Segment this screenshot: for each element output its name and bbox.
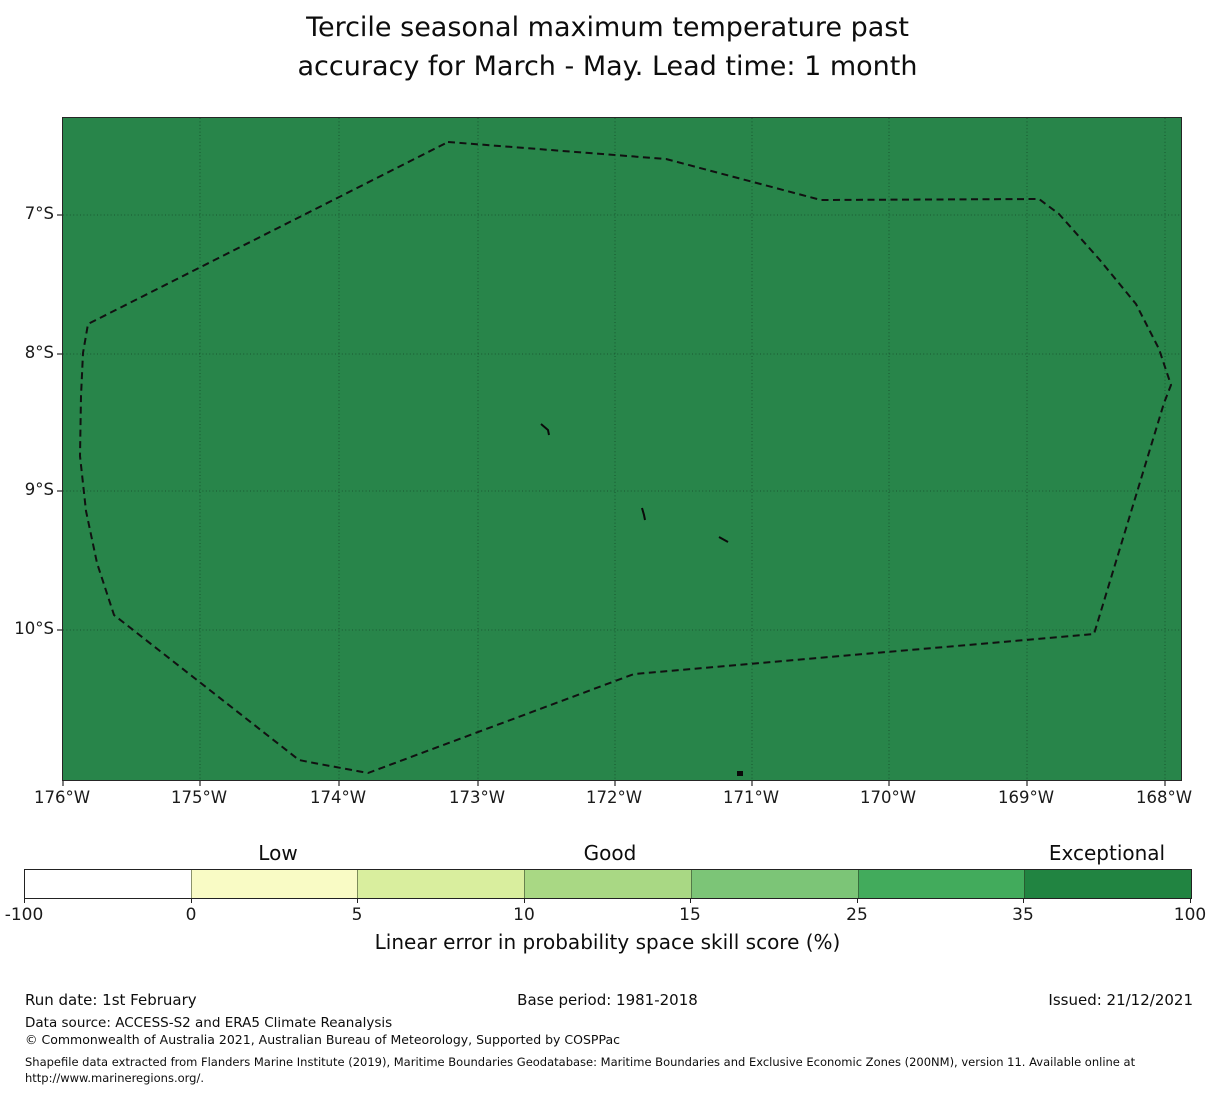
data-source-text: Data source: ACCESS-S2 and ERA5 Climate … bbox=[25, 1015, 393, 1031]
title-line-2: accuracy for March - May. Lead time: 1 m… bbox=[297, 51, 918, 82]
issued-text: Issued: 21/12/2021 bbox=[1048, 991, 1193, 1009]
map-canvas bbox=[57, 118, 1181, 786]
colorbar-axis-label: Linear error in probability space skill … bbox=[374, 930, 841, 954]
colorbar-segment-6 bbox=[857, 870, 1025, 898]
x-tick-171w: 171°W bbox=[722, 788, 780, 807]
colorbar-category-low: Low bbox=[258, 841, 298, 865]
shapefile-attribution-line-2: http://www.marineregions.org/. bbox=[25, 1070, 204, 1085]
colorbar-tick-mark bbox=[24, 898, 25, 903]
colorbar-category-good: Good bbox=[583, 841, 637, 865]
x-tick-168w: 168°W bbox=[1135, 788, 1193, 807]
colorbar-tick-5: 5 bbox=[351, 905, 363, 925]
colorbar-tick-15: 15 bbox=[679, 905, 701, 925]
x-tick-174w: 174°W bbox=[309, 788, 367, 807]
colorbar-segment-5 bbox=[690, 870, 858, 898]
colorbar-tick-35: 35 bbox=[1012, 905, 1034, 925]
y-tick-7s: 7°S bbox=[24, 204, 54, 223]
colorbar-tick-mark bbox=[1190, 898, 1191, 903]
colorbar-tick-mark bbox=[191, 898, 192, 903]
colorbar bbox=[24, 869, 1192, 899]
x-tick-170w: 170°W bbox=[859, 788, 917, 807]
x-tick-176w: 176°W bbox=[33, 788, 91, 807]
base-period-text: Base period: 1981-2018 bbox=[517, 991, 698, 1009]
colorbar-segment-3 bbox=[357, 870, 525, 898]
colorbar-tick-mark bbox=[857, 898, 858, 903]
colorbar-tick-mark bbox=[524, 898, 525, 903]
island-mark-3 bbox=[718, 536, 729, 543]
copyright-text: © Commonwealth of Australia 2021, Austra… bbox=[25, 1032, 620, 1047]
axis-tick-marks bbox=[57, 214, 1166, 786]
colorbar-tick-0: 0 bbox=[185, 905, 197, 925]
colorbar-tick-10: 10 bbox=[513, 905, 535, 925]
island-marks bbox=[540, 423, 743, 776]
island-mark-1 bbox=[540, 423, 550, 436]
colorbar-tick-mark bbox=[357, 898, 358, 903]
colorbar-tick-25: 25 bbox=[846, 905, 868, 925]
colorbar-tick-100: 100 bbox=[1173, 905, 1207, 925]
y-tick-9s: 9°S bbox=[24, 480, 54, 499]
colorbar-tick-mark bbox=[690, 898, 691, 903]
page-title: Tercile seasonal maximum temperature pas… bbox=[0, 8, 1215, 86]
grid-lines bbox=[63, 118, 1181, 780]
x-tick-175w: 175°W bbox=[170, 788, 228, 807]
colorbar-segment-2 bbox=[190, 870, 358, 898]
eez-boundary-path bbox=[79, 141, 1172, 774]
colorbar-segment-1 bbox=[25, 870, 191, 898]
colorbar-tick-mark bbox=[1023, 898, 1024, 903]
island-mark-4 bbox=[737, 771, 743, 776]
shapefile-attribution-line-1: Shapefile data extracted from Flanders M… bbox=[25, 1055, 1136, 1069]
colorbar-tick-minus100: -100 bbox=[4, 905, 44, 925]
x-tick-172w: 172°W bbox=[585, 788, 643, 807]
x-tick-169w: 169°W bbox=[997, 788, 1055, 807]
y-tick-8s: 8°S bbox=[24, 343, 54, 362]
run-date-text: Run date: 1st February bbox=[25, 991, 197, 1009]
title-line-1: Tercile seasonal maximum temperature pas… bbox=[306, 12, 909, 43]
shapefile-attribution: Shapefile data extracted from Flanders M… bbox=[25, 1055, 1195, 1086]
x-tick-173w: 173°W bbox=[448, 788, 506, 807]
colorbar-category-exceptional: Exceptional bbox=[1048, 841, 1166, 865]
y-tick-10s: 10°S bbox=[14, 619, 54, 638]
island-mark-2 bbox=[641, 507, 646, 521]
colorbar-segment-4 bbox=[524, 870, 691, 898]
map-plot-area bbox=[57, 117, 1182, 786]
colorbar-segment-7 bbox=[1024, 870, 1192, 898]
